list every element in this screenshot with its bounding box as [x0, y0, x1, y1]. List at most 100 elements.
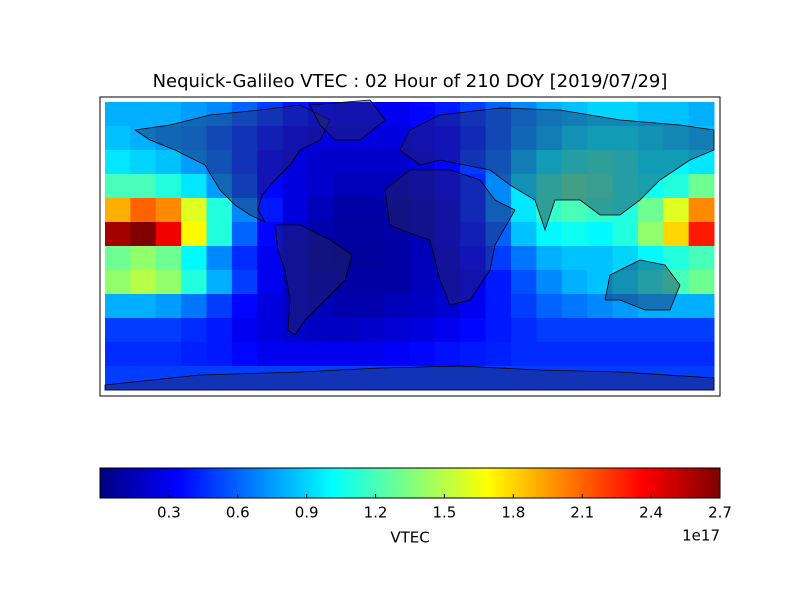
heat-cell	[130, 102, 157, 127]
heat-cell	[231, 102, 258, 127]
heat-cell	[181, 366, 207, 391]
heat-cell	[434, 246, 461, 271]
heat-cell	[358, 198, 385, 223]
colorbar-axis: 0.3 0.6 0.9 1.2 1.5 1.8 2.1 2.4 2.7	[157, 494, 732, 522]
heat-cell	[231, 270, 258, 295]
heat-cell	[105, 198, 131, 223]
heat-cell	[637, 126, 664, 151]
south-america	[274, 224, 353, 336]
heat-cell	[536, 294, 563, 319]
heat-cell	[536, 198, 563, 223]
heat-cell	[105, 126, 131, 151]
heat-cell	[308, 198, 334, 223]
heat-cell	[460, 102, 487, 127]
heat-cell	[181, 126, 207, 151]
heat-cell	[231, 198, 258, 223]
heat-cell	[257, 366, 284, 391]
heat-cell	[257, 318, 284, 343]
heat-cell	[511, 318, 537, 343]
heat-cell	[587, 198, 613, 223]
heat-cell	[409, 318, 436, 343]
heat-cell	[181, 342, 207, 367]
heat-cell	[257, 270, 284, 295]
heat-cell	[688, 126, 715, 151]
heat-cell	[206, 294, 233, 319]
continents	[104, 99, 715, 391]
heat-cell	[181, 222, 207, 247]
heat-cell	[308, 102, 334, 127]
heat-cell	[612, 270, 639, 295]
colorbar-tick-label: 2.7	[708, 504, 732, 522]
heat-cell	[460, 246, 487, 271]
heat-cell	[130, 198, 157, 223]
heat-cell	[663, 102, 690, 127]
heat-cell	[105, 342, 131, 367]
heat-cell	[130, 222, 157, 247]
heat-cell	[155, 342, 182, 367]
heat-cell	[688, 150, 715, 175]
heat-cell	[460, 126, 487, 151]
heat-cell	[612, 198, 639, 223]
heat-cell	[257, 198, 284, 223]
heat-cell	[105, 270, 131, 295]
heat-cell	[688, 342, 715, 367]
heat-cell	[409, 294, 436, 319]
heat-cell	[181, 198, 207, 223]
heat-cell	[688, 222, 715, 247]
heat-cell	[206, 366, 233, 391]
heat-cell	[282, 174, 309, 199]
heat-cell	[511, 222, 537, 247]
heat-cell	[105, 222, 131, 247]
heat-cell	[130, 366, 157, 391]
heat-cell	[333, 150, 360, 175]
heat-cell	[434, 198, 461, 223]
heat-cell	[257, 222, 284, 247]
heat-cell	[460, 150, 487, 175]
heat-cell	[637, 150, 664, 175]
heat-cell	[485, 126, 512, 151]
heat-cell	[587, 342, 613, 367]
heat-cell	[282, 342, 309, 367]
heat-cell	[536, 174, 563, 199]
heat-cell	[333, 294, 360, 319]
heat-cell	[155, 270, 182, 295]
chart-title: Nequick-Galileo VTEC : 02 Hour of 210 DO…	[153, 71, 668, 92]
colorbar-tick-label: 1.2	[364, 504, 388, 522]
north-america	[133, 104, 331, 223]
heat-cell	[155, 102, 182, 127]
heat-cell	[688, 318, 715, 343]
heat-cell	[257, 294, 284, 319]
heat-cell	[663, 294, 690, 319]
heat-cell	[282, 150, 309, 175]
heat-cell	[333, 246, 360, 271]
heat-cell	[663, 222, 690, 247]
heat-cell	[485, 246, 512, 271]
heat-cell	[663, 318, 690, 343]
heat-cell	[384, 270, 410, 295]
heat-cell	[536, 150, 563, 175]
heat-cell	[612, 246, 639, 271]
heat-cell	[460, 294, 487, 319]
heat-cell	[612, 174, 639, 199]
heat-cell	[587, 318, 613, 343]
heat-cell	[663, 366, 690, 391]
heat-cell	[511, 150, 537, 175]
heat-cell	[561, 366, 588, 391]
heat-cell	[688, 174, 715, 199]
heat-cell	[130, 342, 157, 367]
australia	[604, 259, 681, 311]
colorbar-tick-label: 2.1	[570, 504, 594, 522]
heat-cell	[587, 174, 613, 199]
heat-cell	[637, 174, 664, 199]
heat-cell	[587, 294, 613, 319]
heat-cell	[231, 150, 258, 175]
heat-cell	[485, 366, 512, 391]
heat-cell	[130, 270, 157, 295]
heat-cell	[587, 102, 613, 127]
heat-cell	[105, 102, 131, 127]
heat-cell	[155, 150, 182, 175]
heat-cell	[282, 102, 309, 127]
heat-cell	[384, 366, 410, 391]
heat-cell	[688, 102, 715, 127]
